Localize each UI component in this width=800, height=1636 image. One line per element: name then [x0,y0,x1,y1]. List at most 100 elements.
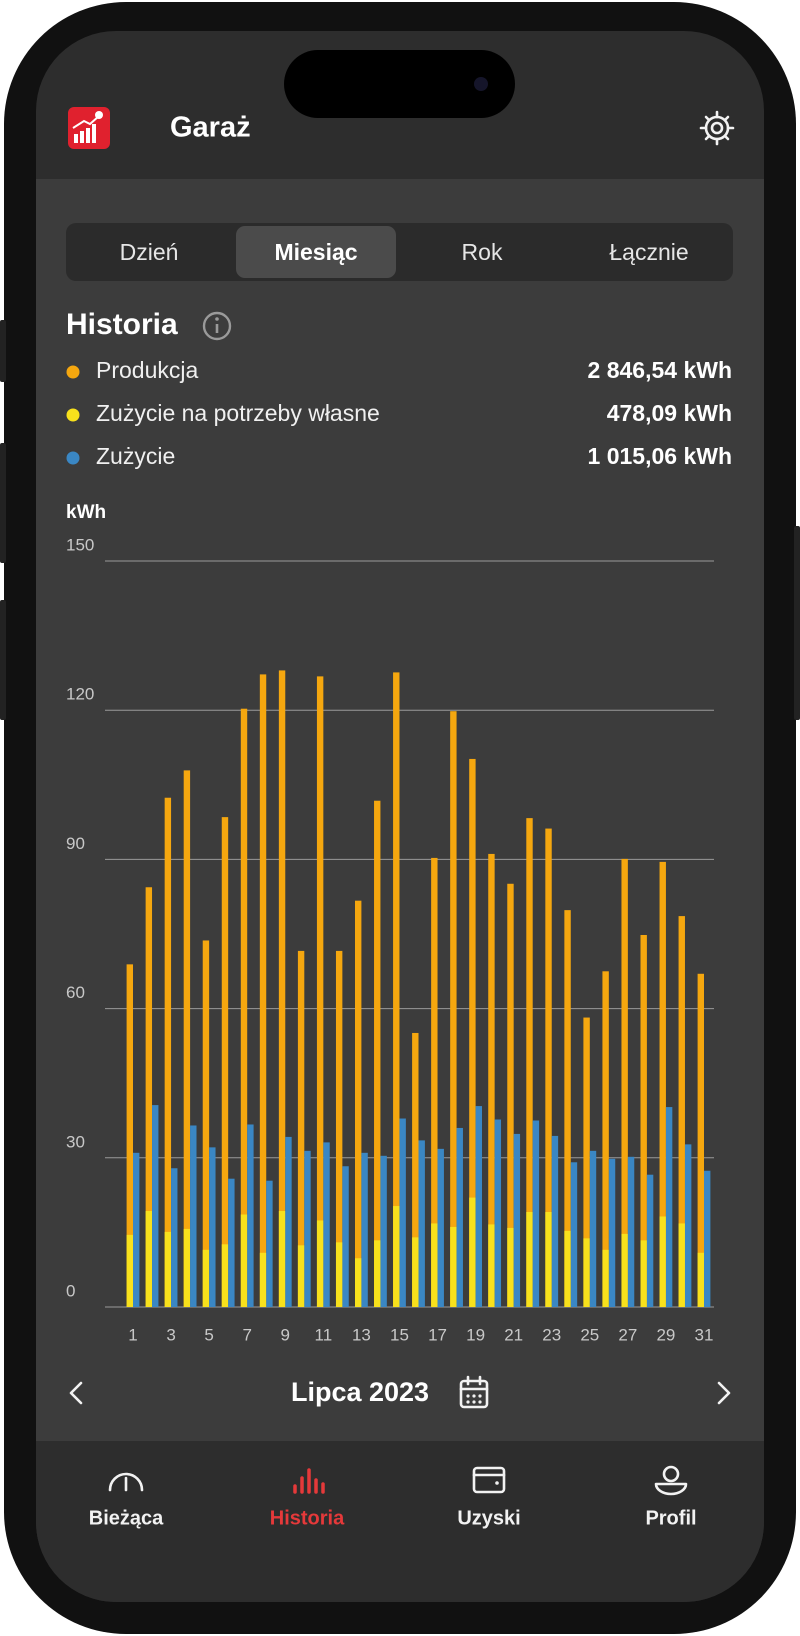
bar [589,1150,597,1307]
x-tick-label: 1 [128,1325,137,1344]
bar [374,800,381,1307]
y-tick-label: 0 [66,1281,75,1300]
nav-item[interactable]: Uzyski [457,1466,521,1529]
bar [152,1105,159,1307]
legend-dot [66,408,80,422]
x-tick-label: 15 [390,1325,409,1344]
tab[interactable]: Rok [462,239,503,265]
bar [646,1174,654,1307]
legend-label: Zużycie [96,443,175,469]
bar [488,1224,495,1307]
bar [361,1152,368,1307]
x-tick-label: 19 [466,1325,485,1344]
next-button[interactable] [717,1381,731,1405]
bar [418,1140,425,1307]
prev-button[interactable] [69,1381,83,1405]
y-axis-label: kWh [66,502,106,523]
bar [297,950,305,1307]
active-tab-bg [236,226,396,278]
bar [355,1258,362,1307]
x-tick-label: 29 [656,1325,675,1344]
bar [412,1032,419,1307]
bar [551,1135,559,1307]
section-title: Historia [66,308,178,341]
bar [335,950,343,1307]
tab[interactable]: Łącznie [609,239,688,265]
x-tick-label: 21 [504,1325,523,1344]
bar [316,1220,324,1307]
bar [266,1180,273,1307]
bar [545,1212,552,1307]
bar [640,934,647,1307]
screen-title: Garaż [170,112,251,144]
info-button[interactable] [202,311,232,341]
legend: Produkcja 2 846,54 kWh Zużycie na potrzeby… [66,357,732,469]
x-tick-label: 5 [204,1325,213,1344]
bar [335,1242,343,1307]
bar [259,674,267,1307]
bar [304,1150,311,1307]
bar [545,828,552,1307]
settings-button[interactable] [699,110,735,146]
bar [297,1245,305,1307]
period-label: Lipca 2023 [291,1377,429,1407]
x-tick-label: 9 [281,1325,290,1344]
bar [475,1106,482,1307]
bar [684,1144,692,1307]
legend-label: Produkcja [96,357,198,383]
bar [164,1231,172,1307]
x-tick-label: 17 [428,1325,447,1344]
bar [145,1211,153,1307]
bar [342,1166,349,1307]
bar [393,1206,400,1307]
bar [564,1230,571,1307]
legend-label: Zużycie na potrzeby własne [96,400,380,426]
bar [532,1120,540,1307]
tab[interactable]: Dzień [120,239,179,265]
bar [659,1216,666,1307]
nav-label: Bieżąca [89,1507,164,1529]
bar [240,708,248,1307]
x-tick-label: 3 [166,1325,175,1344]
side-button [0,600,6,720]
side-button [0,320,6,382]
legend-total: 1 015,06 kWh [588,443,732,469]
bar [316,676,324,1307]
bar [602,971,609,1307]
bar [259,1252,267,1307]
nav-item[interactable]: Bieżąca [89,1472,164,1529]
bar [126,964,133,1307]
side-button [794,526,800,720]
bar [697,973,704,1307]
tab[interactable]: Miesiąc [274,239,357,265]
calendar-button[interactable] [459,1375,489,1409]
x-tick-label: 23 [542,1325,561,1344]
x-tick-label: 7 [242,1325,251,1344]
y-tick-label: 30 [66,1132,85,1151]
nav-item[interactable]: Historia [270,1468,345,1529]
nav-item[interactable]: Profil [645,1465,697,1529]
legend-total: 2 846,54 kWh [588,357,732,383]
legend-dot [66,365,80,379]
bar [507,883,514,1307]
nav-label: Uzyski [457,1507,520,1529]
bar [209,1147,216,1307]
bar [221,1244,229,1307]
bar [450,711,457,1307]
bar [240,1214,248,1307]
bar [247,1124,254,1307]
dynamic-island [284,50,515,118]
bar [278,670,286,1307]
bar [190,1125,197,1307]
bar [469,1197,476,1307]
bar [469,758,476,1307]
bar [488,853,495,1307]
x-tick-label: 11 [315,1325,333,1344]
bar [678,1223,685,1307]
bar [437,1148,444,1307]
bar [659,861,666,1307]
bar [380,1155,387,1307]
bar [621,1233,628,1307]
bar [526,1212,533,1307]
bar [126,1234,133,1307]
